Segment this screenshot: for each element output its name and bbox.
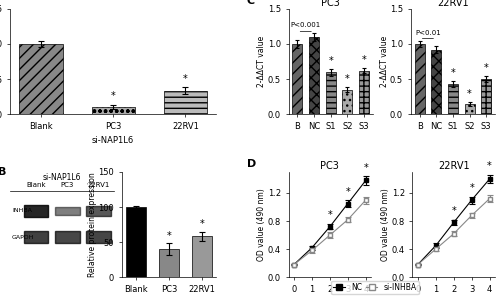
- Text: *: *: [364, 163, 368, 173]
- X-axis label: si-NAP1L6: si-NAP1L6: [92, 136, 134, 145]
- Text: *: *: [183, 74, 188, 84]
- Text: si-NAP1L6: si-NAP1L6: [42, 173, 81, 182]
- Text: *: *: [484, 63, 488, 73]
- Bar: [24, 231, 48, 243]
- Y-axis label: Relative protein expression: Relative protein expression: [88, 172, 97, 277]
- Title: PC3: PC3: [322, 0, 340, 8]
- Text: 22RV1: 22RV1: [87, 182, 110, 188]
- Bar: [431, 49, 441, 114]
- Text: *: *: [467, 89, 472, 100]
- Text: *: *: [487, 161, 492, 171]
- Bar: [54, 207, 80, 215]
- Bar: [92, 107, 135, 114]
- Text: *: *: [452, 206, 456, 216]
- Bar: [164, 91, 207, 114]
- Bar: [126, 207, 146, 277]
- Text: *: *: [200, 219, 204, 229]
- Bar: [192, 237, 212, 277]
- Bar: [24, 204, 48, 217]
- Legend: NC, si-INHBA: NC, si-INHBA: [331, 281, 419, 294]
- Text: Blank: Blank: [26, 182, 46, 188]
- Text: *: *: [328, 56, 333, 66]
- Text: *: *: [362, 55, 366, 65]
- Bar: [326, 72, 336, 114]
- Text: P<0.001: P<0.001: [290, 22, 321, 28]
- Text: PC3: PC3: [60, 182, 74, 188]
- Text: B: B: [0, 167, 6, 177]
- Bar: [481, 79, 491, 114]
- Bar: [359, 71, 369, 114]
- Bar: [309, 37, 319, 114]
- Bar: [20, 44, 62, 114]
- Text: C: C: [246, 0, 254, 6]
- Title: PC3: PC3: [320, 161, 340, 171]
- Text: GAPDH: GAPDH: [12, 235, 34, 240]
- Bar: [54, 231, 80, 243]
- Text: *: *: [346, 187, 350, 196]
- Bar: [414, 44, 424, 114]
- Bar: [342, 90, 352, 114]
- Text: *: *: [345, 74, 350, 84]
- Y-axis label: OD value (490 nm): OD value (490 nm): [258, 188, 266, 261]
- Y-axis label: 2-ΔΔCT value: 2-ΔΔCT value: [380, 36, 388, 87]
- Text: P<0.01: P<0.01: [415, 30, 441, 35]
- Bar: [86, 206, 111, 216]
- Text: *: *: [167, 231, 172, 241]
- Bar: [464, 104, 474, 114]
- Y-axis label: 2-ΔΔCT value: 2-ΔΔCT value: [258, 36, 266, 87]
- Y-axis label: OD value (490 nm): OD value (490 nm): [381, 188, 390, 261]
- Bar: [292, 44, 302, 114]
- Text: INHBA: INHBA: [12, 208, 32, 213]
- Bar: [86, 231, 111, 243]
- Bar: [448, 84, 458, 114]
- Bar: [159, 249, 179, 277]
- Text: D: D: [248, 159, 256, 169]
- Text: *: *: [111, 91, 116, 102]
- Title: 22RV1: 22RV1: [438, 161, 470, 171]
- Text: *: *: [450, 68, 456, 78]
- Text: *: *: [470, 183, 474, 193]
- Title: 22RV1: 22RV1: [437, 0, 468, 8]
- Text: *: *: [328, 210, 332, 220]
